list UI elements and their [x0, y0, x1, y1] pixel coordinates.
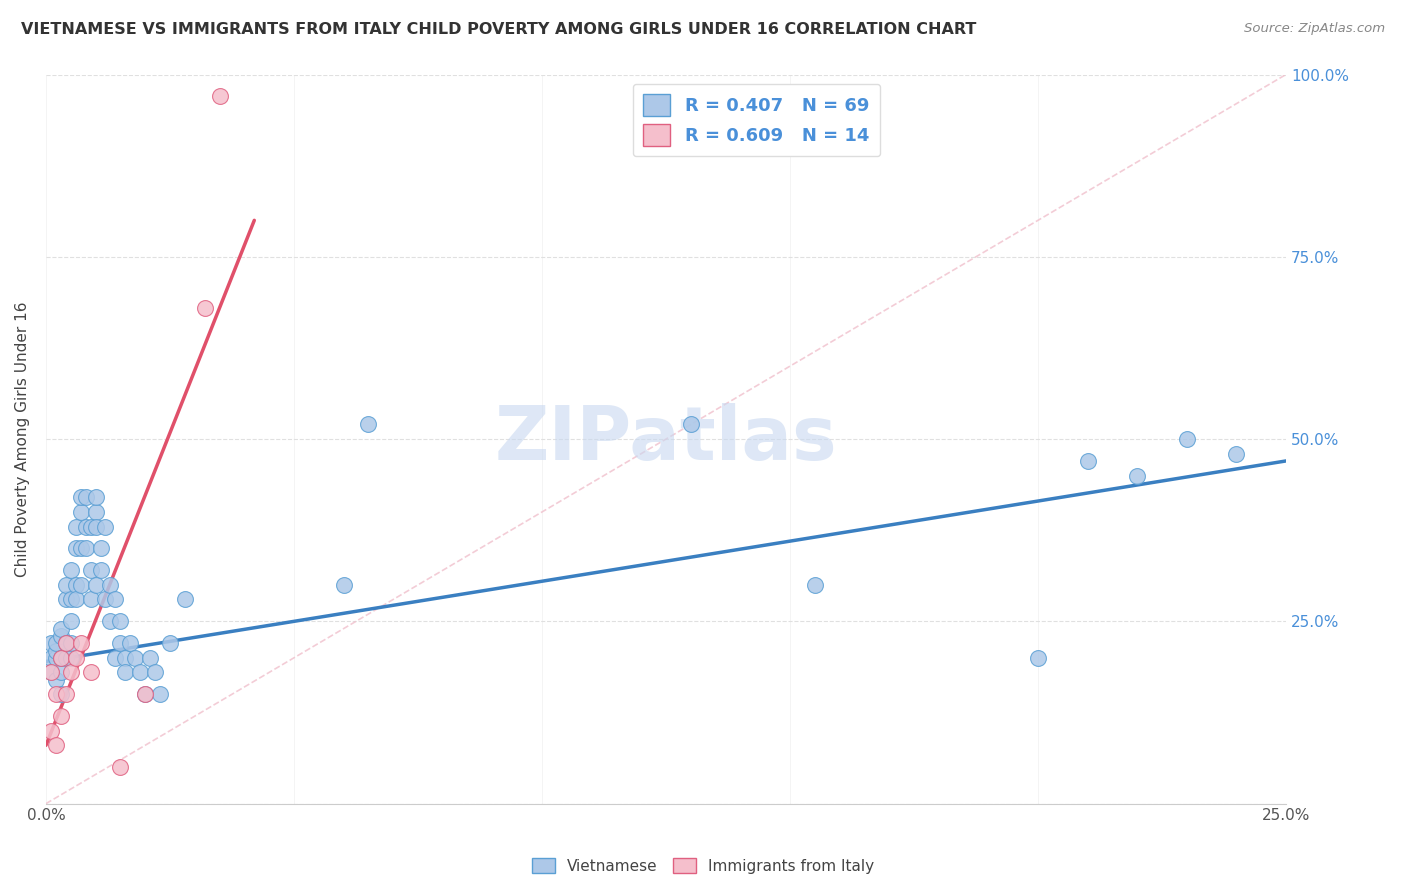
Point	[55, 578, 77, 592]
Point	[84, 578, 107, 592]
Point	[84, 519, 107, 533]
Point	[149, 687, 172, 701]
Point	[100, 578, 122, 592]
Point	[49, 709, 72, 723]
Point	[104, 592, 127, 607]
Point	[49, 629, 72, 643]
Point	[75, 541, 97, 556]
Point	[79, 592, 101, 607]
Point	[39, 636, 62, 650]
Point	[59, 615, 82, 629]
Point	[100, 615, 122, 629]
Point	[114, 665, 136, 680]
Point	[59, 592, 82, 607]
Point	[49, 650, 72, 665]
Point	[120, 636, 142, 650]
Point	[65, 592, 87, 607]
Point	[49, 650, 72, 665]
Point	[208, 89, 231, 103]
Point	[90, 541, 112, 556]
Point	[134, 687, 156, 701]
Point	[194, 301, 217, 315]
Point	[45, 650, 67, 665]
Point	[39, 723, 62, 738]
Point	[129, 665, 152, 680]
Point	[110, 760, 132, 774]
Point	[84, 491, 107, 505]
Point	[69, 636, 91, 650]
Point	[332, 578, 354, 592]
Point	[173, 592, 195, 607]
Point	[357, 417, 380, 432]
Point	[59, 636, 82, 650]
Point	[159, 636, 181, 650]
Point	[65, 519, 87, 533]
Point	[45, 673, 67, 687]
Legend: Vietnamese, Immigrants from Italy: Vietnamese, Immigrants from Italy	[526, 852, 880, 880]
Point	[84, 505, 107, 519]
Point	[124, 650, 146, 665]
Point	[94, 519, 117, 533]
Text: VIETNAMESE VS IMMIGRANTS FROM ITALY CHILD POVERTY AMONG GIRLS UNDER 16 CORRELATI: VIETNAMESE VS IMMIGRANTS FROM ITALY CHIL…	[21, 22, 976, 37]
Point	[75, 519, 97, 533]
Point	[55, 636, 77, 650]
Point	[65, 578, 87, 592]
Point	[1077, 454, 1099, 468]
Point	[65, 541, 87, 556]
Point	[75, 491, 97, 505]
Y-axis label: Child Poverty Among Girls Under 16: Child Poverty Among Girls Under 16	[15, 301, 30, 577]
Point	[69, 505, 91, 519]
Point	[69, 578, 91, 592]
Point	[79, 519, 101, 533]
Point	[59, 650, 82, 665]
Point	[104, 650, 127, 665]
Point	[55, 687, 77, 701]
Point	[1126, 468, 1149, 483]
Point	[49, 687, 72, 701]
Point	[1175, 432, 1198, 446]
Point	[110, 636, 132, 650]
Point	[49, 622, 72, 636]
Text: Source: ZipAtlas.com: Source: ZipAtlas.com	[1244, 22, 1385, 36]
Point	[59, 665, 82, 680]
Point	[55, 650, 77, 665]
Point	[49, 665, 72, 680]
Point	[69, 491, 91, 505]
Point	[39, 665, 62, 680]
Point	[69, 541, 91, 556]
Point	[139, 650, 162, 665]
Point	[134, 687, 156, 701]
Point	[65, 650, 87, 665]
Point	[45, 739, 67, 753]
Point	[94, 592, 117, 607]
Point	[79, 665, 101, 680]
Text: ZIPatlas: ZIPatlas	[495, 402, 838, 475]
Point	[79, 563, 101, 577]
Point	[55, 636, 77, 650]
Point	[45, 687, 67, 701]
Point	[143, 665, 166, 680]
Legend: R = 0.407   N = 69, R = 0.609   N = 14: R = 0.407 N = 69, R = 0.609 N = 14	[633, 84, 880, 156]
Point	[55, 592, 77, 607]
Point	[59, 563, 82, 577]
Point	[114, 650, 136, 665]
Point	[1026, 650, 1049, 665]
Point	[45, 636, 67, 650]
Point	[110, 615, 132, 629]
Point	[803, 578, 825, 592]
Point	[679, 417, 702, 432]
Point	[1225, 447, 1247, 461]
Point	[45, 643, 67, 657]
Point	[90, 563, 112, 577]
Point	[39, 650, 62, 665]
Point	[39, 665, 62, 680]
